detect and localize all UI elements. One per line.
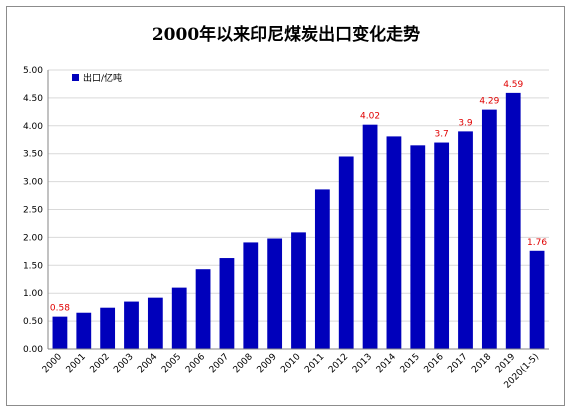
bar-2006 xyxy=(195,269,211,349)
x-tick-label: 2013 xyxy=(351,352,374,375)
legend-swatch xyxy=(72,74,79,81)
x-tick-label: 2011 xyxy=(303,352,326,375)
data-label: 0.58 xyxy=(50,304,70,314)
data-label: 3.9 xyxy=(458,118,473,128)
bar-2002 xyxy=(100,307,116,349)
data-label: 3.7 xyxy=(434,130,448,140)
x-tick-label: 2006 xyxy=(184,352,207,375)
bar-2016 xyxy=(434,142,450,349)
bar-2018 xyxy=(481,109,497,349)
bar-2004 xyxy=(147,297,163,349)
bar-2019 xyxy=(505,92,521,350)
y-tick-label: 2.00 xyxy=(23,233,43,243)
bar-2008 xyxy=(243,242,259,349)
y-tick-label: 1.00 xyxy=(23,289,43,299)
bar-2001 xyxy=(76,312,92,349)
bar-2010 xyxy=(291,232,306,349)
bar-2012 xyxy=(338,156,354,349)
y-tick-label: 4.50 xyxy=(23,94,43,104)
bar-2003 xyxy=(124,301,139,349)
x-tick-label: 2012 xyxy=(327,352,350,375)
chart-title: 2000年以来印尼煤炭出口变化走势 xyxy=(152,24,420,45)
y-tick-label: 5.00 xyxy=(23,66,43,76)
x-tick-label: 2005 xyxy=(160,352,183,375)
x-axis: 2000 2001 2002 2003 2004 2005 2006 2007 2008 2009… xyxy=(41,348,549,391)
y-tick-label: 2.50 xyxy=(23,206,43,216)
x-tick-label: 2009 xyxy=(255,352,278,375)
y-tick-label: 3.50 xyxy=(23,150,43,160)
x-tick-label: 2015 xyxy=(399,352,422,375)
x-tick-label: 2004 xyxy=(136,352,159,375)
data-label: 4.59 xyxy=(503,80,523,90)
y-tick-label: 4.00 xyxy=(23,122,43,132)
y-tick-label: 1.50 xyxy=(23,261,43,271)
x-tick-label: 2003 xyxy=(112,352,135,375)
x-tick-label: 2014 xyxy=(375,352,398,375)
data-label: 4.29 xyxy=(479,97,499,107)
y-axis: 0.00 0.50 1.00 1.50 2.00 2.50 3.00 3.50 4.00 4.50… xyxy=(23,66,49,355)
x-tick-label: 2010 xyxy=(279,352,302,375)
bar-2009 xyxy=(267,238,283,349)
data-label: 4.02 xyxy=(360,112,380,122)
x-tick-label: 2017 xyxy=(446,352,469,375)
legend-label: 出口/亿吨 xyxy=(83,72,122,84)
x-tick-label: 2000 xyxy=(41,352,64,375)
x-tick-label: 2001 xyxy=(65,352,88,375)
legend: 出口/亿吨 xyxy=(72,72,122,84)
bar-2011 xyxy=(314,189,330,349)
bar-2020(1-5) xyxy=(529,250,545,349)
data-labels: 0.58 4.02 3.7 3.9 4.29 4.59 1.76 xyxy=(50,80,547,314)
x-tick-label: 2007 xyxy=(208,352,231,375)
bars xyxy=(52,92,545,350)
x-tick-label: 2018 xyxy=(470,352,493,375)
x-tick-label: 2002 xyxy=(88,352,111,375)
y-tick-label: 3.00 xyxy=(23,178,43,188)
bar-2005 xyxy=(171,287,187,349)
x-tick-label: 2016 xyxy=(422,352,445,375)
bar-2007 xyxy=(219,258,235,349)
x-tick-label: 2008 xyxy=(232,352,255,375)
bar-2015 xyxy=(410,145,426,349)
bar-2013 xyxy=(362,124,378,350)
bar-2014 xyxy=(386,136,402,349)
y-tick-label: 0.50 xyxy=(23,317,43,327)
bar-2017 xyxy=(458,131,473,349)
y-tick-label: 0.00 xyxy=(23,345,43,355)
bar-2000 xyxy=(52,316,68,349)
data-label: 1.76 xyxy=(527,238,547,248)
